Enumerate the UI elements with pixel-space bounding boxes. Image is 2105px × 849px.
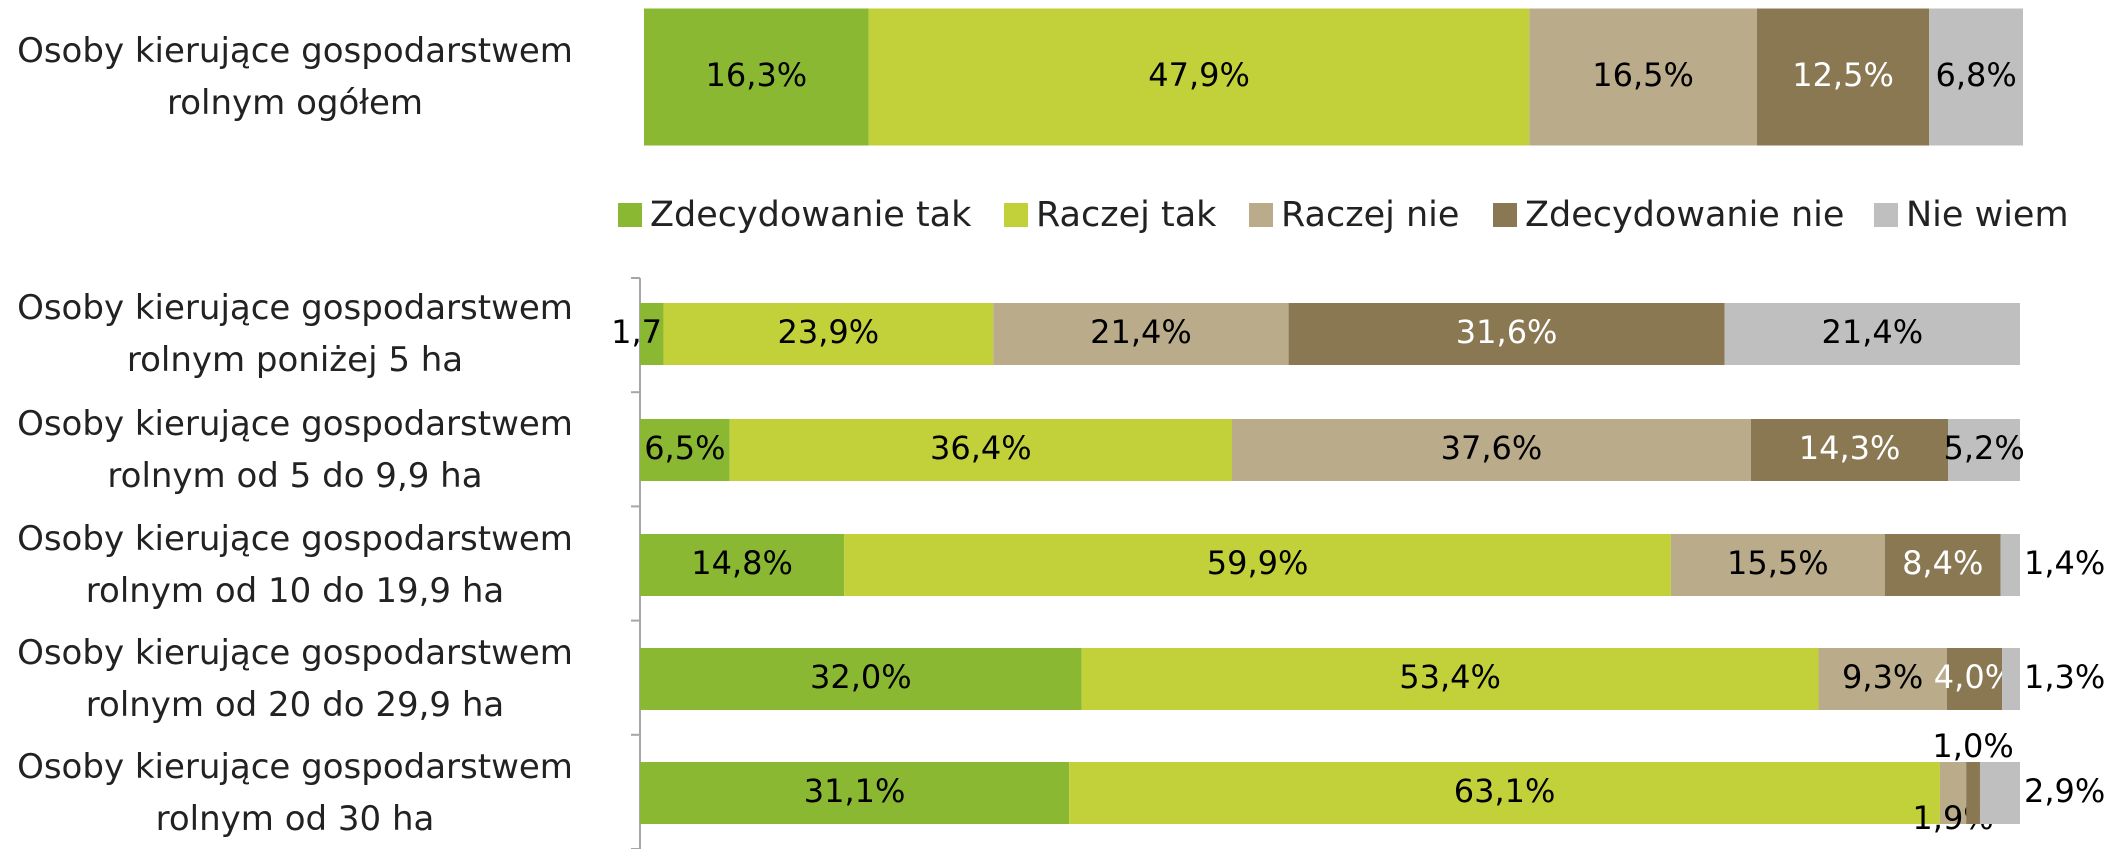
bar-segment xyxy=(844,534,1671,596)
bar-segment xyxy=(2000,534,2020,596)
data-label: 47,9% xyxy=(1148,56,1250,94)
bar-segment xyxy=(993,303,1289,365)
legend-swatch xyxy=(1874,203,1898,227)
data-label: 21,4% xyxy=(1822,313,1924,351)
bar-segment xyxy=(1750,419,1949,481)
data-label: 36,4% xyxy=(930,429,1032,467)
data-label: 12,5% xyxy=(1792,56,1894,94)
category-label: Osoby kierujące gospodarstwem rolnym od … xyxy=(17,747,573,839)
bar-segment xyxy=(1979,762,2020,824)
data-label: 53,4% xyxy=(1399,658,1501,696)
data-label: 31,6% xyxy=(1456,313,1558,351)
data-label: 14,3% xyxy=(1799,429,1901,467)
bar-segment xyxy=(640,762,1070,824)
bar-segment xyxy=(729,419,1233,481)
data-label: 63,1% xyxy=(1454,772,1556,810)
bar-segment xyxy=(2002,648,2020,710)
legend-swatch xyxy=(618,203,642,227)
bar-segment xyxy=(640,534,845,596)
category-label: Osoby kierujące gospodarstwem rolnym od … xyxy=(17,404,573,496)
legend-label: Nie wiem xyxy=(1906,195,2069,235)
data-label: 31,1% xyxy=(804,772,906,810)
bar-segment xyxy=(1884,534,2001,596)
data-label: 9,3% xyxy=(1842,658,1923,696)
data-label: 1,3% xyxy=(2024,658,2105,696)
data-label: 59,9% xyxy=(1207,544,1309,582)
legend-label: Zdecydowanie tak xyxy=(650,195,972,235)
data-label: 2,9% xyxy=(2024,772,2105,810)
bar-segment xyxy=(1946,648,2003,710)
category-label: Osoby kierujące gospodarstwem rolnym pon… xyxy=(17,288,573,380)
legend-label: Zdecydowanie nie xyxy=(1525,195,1844,235)
bar-segment xyxy=(644,8,869,146)
data-label: 16,5% xyxy=(1592,56,1694,94)
bar-segment xyxy=(1724,303,2020,365)
legend-swatch xyxy=(1004,203,1028,227)
bar-segment xyxy=(640,419,730,481)
bar-segment xyxy=(868,8,1530,146)
data-label: 4,0% xyxy=(1934,658,2015,696)
category-label: Osoby kierujące gospodarstwem rolnym od … xyxy=(17,633,573,725)
bar-segment xyxy=(1232,419,1751,481)
data-label: 16,3% xyxy=(706,56,808,94)
data-label: 5,2% xyxy=(1943,429,2024,467)
data-label: 21,4% xyxy=(1090,313,1192,351)
bar-segment xyxy=(663,303,994,365)
legend-label: Raczej nie xyxy=(1281,195,1459,235)
data-label: 15,5% xyxy=(1727,544,1829,582)
bar-segment xyxy=(1929,8,2023,146)
bar-segment xyxy=(1670,534,1885,596)
bar-segment xyxy=(1081,648,1819,710)
legend-swatch xyxy=(1249,203,1273,227)
bar-segment xyxy=(640,303,664,365)
data-label: 1,4% xyxy=(2024,544,2105,582)
data-label: 23,9% xyxy=(778,313,880,351)
category-label: Osoby kierujące gospodarstwem rolnym od … xyxy=(17,519,573,611)
data-label: 32,0% xyxy=(810,658,912,696)
bar-segment xyxy=(1529,8,1757,146)
data-label: 6,8% xyxy=(1935,56,2016,94)
data-label: 14,8% xyxy=(691,544,793,582)
legend-swatch xyxy=(1493,203,1517,227)
legend-label: Raczej tak xyxy=(1036,195,1217,235)
bar-segment xyxy=(1756,8,1930,146)
bar-segment xyxy=(1939,762,1967,824)
data-label: 1,0% xyxy=(1932,727,2013,765)
data-label: 8,4% xyxy=(1902,544,1983,582)
bar-segment xyxy=(1948,419,2020,481)
bar-segment xyxy=(1966,762,1980,824)
bar-segment xyxy=(1288,303,1725,365)
bar-segment xyxy=(1069,762,1940,824)
data-label: 37,6% xyxy=(1441,429,1543,467)
bar-segment xyxy=(640,648,1082,710)
bar-segment xyxy=(1818,648,1947,710)
data-label: 6,5% xyxy=(644,429,725,467)
category-label: Osoby kierujące gospodarstwem rolnym ogó… xyxy=(17,31,573,123)
